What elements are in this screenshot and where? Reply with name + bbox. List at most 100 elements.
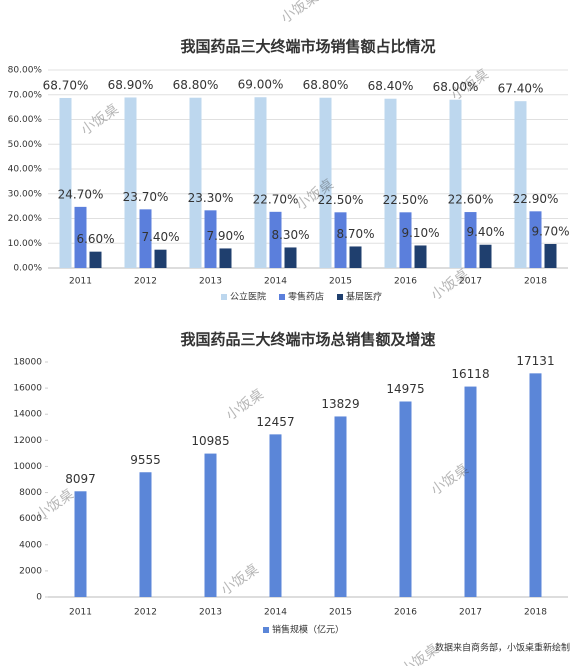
legend-label: 销售规模（亿元） — [272, 624, 344, 636]
x-tick-label: 2015 — [329, 277, 352, 287]
bar — [399, 212, 412, 268]
y-tick-label: 60.00% — [8, 115, 43, 125]
chart-title: 我国药品三大终端市场总销售额及增速 — [180, 331, 435, 349]
bar — [464, 386, 477, 597]
x-tick-label: 2016 — [394, 277, 417, 287]
data-label: 17131 — [516, 354, 554, 368]
watermark: 小饭桌 — [218, 561, 262, 598]
y-tick-label: 16000 — [13, 384, 42, 394]
y-tick-label: 10000 — [13, 462, 42, 472]
bar — [349, 246, 362, 268]
legend-swatch — [279, 294, 285, 300]
legend-swatch — [337, 294, 343, 300]
x-tick-label: 2013 — [199, 608, 222, 618]
y-tick-label: 0 — [36, 593, 42, 603]
x-tick-label: 2012 — [134, 277, 157, 287]
watermark: 小饭桌 — [448, 66, 492, 103]
legend-swatch — [263, 627, 269, 633]
data-label: 22.70% — [253, 192, 299, 206]
bar — [139, 209, 152, 268]
y-tick-label: 10.00% — [8, 239, 43, 249]
x-tick-label: 2014 — [264, 608, 287, 618]
y-tick-label: 18000 — [13, 358, 42, 368]
x-tick-label: 2017 — [459, 608, 482, 618]
data-label: 9555 — [130, 453, 161, 467]
data-label: 68.90% — [108, 78, 154, 92]
x-tick-label: 2014 — [264, 277, 287, 287]
bar — [529, 211, 542, 268]
data-label: 68.80% — [303, 78, 349, 92]
data-label: 68.70% — [43, 78, 89, 92]
data-label: 22.50% — [318, 193, 364, 207]
legend-label: 公立医院 — [230, 291, 266, 303]
legend-label: 零售药店 — [288, 291, 324, 303]
x-tick-label: 2017 — [459, 277, 482, 287]
y-tick-label: 8000 — [19, 488, 42, 498]
bar — [464, 212, 477, 268]
y-tick-label: 4000 — [19, 540, 42, 550]
data-label: 23.70% — [123, 190, 169, 204]
bar — [334, 212, 347, 268]
x-tick-label: 2018 — [524, 608, 547, 618]
data-label: 7.40% — [141, 230, 179, 244]
y-tick-label: 6000 — [19, 514, 42, 524]
y-tick-label: 20.00% — [8, 214, 43, 224]
bar — [74, 206, 87, 268]
bar — [334, 416, 347, 597]
y-tick-label: 80.00% — [8, 66, 43, 76]
data-label: 16118 — [451, 367, 489, 381]
data-label: 9.70% — [531, 224, 569, 238]
bar — [269, 211, 282, 268]
data-label: 69.00% — [238, 78, 284, 92]
bar — [254, 97, 267, 268]
data-label: 8097 — [65, 472, 96, 486]
y-tick-label: 40.00% — [8, 165, 43, 175]
data-label: 8.30% — [271, 228, 309, 242]
bar — [514, 101, 527, 268]
bar — [124, 97, 137, 268]
y-tick-label: 50.00% — [8, 140, 43, 150]
y-tick-label: 30.00% — [8, 189, 43, 199]
y-tick-label: 70.00% — [8, 90, 43, 100]
bar — [204, 453, 217, 597]
x-tick-label: 2011 — [69, 277, 92, 287]
x-tick-label: 2011 — [69, 608, 92, 618]
x-tick-label: 2016 — [394, 608, 417, 618]
bar — [154, 249, 167, 268]
bar — [189, 97, 202, 268]
x-tick-label: 2012 — [134, 608, 157, 618]
bar — [139, 472, 152, 597]
bar — [544, 243, 557, 268]
bar — [414, 245, 427, 268]
data-label: 68.40% — [368, 79, 414, 93]
legend-label: 基层医疗 — [346, 291, 382, 303]
data-label: 14975 — [386, 382, 424, 396]
bar — [89, 251, 102, 268]
bar — [219, 248, 232, 268]
source-note: 数据来自商务部，小饭桌重新绘制 — [435, 642, 570, 654]
y-tick-label: 2000 — [19, 566, 42, 576]
data-label: 23.30% — [188, 191, 234, 205]
bar — [529, 373, 542, 597]
bar — [449, 99, 462, 268]
data-label: 68.00% — [433, 80, 479, 94]
bar — [59, 97, 72, 268]
data-label: 9.40% — [466, 225, 504, 239]
data-label: 6.60% — [76, 232, 114, 246]
bar — [479, 244, 492, 268]
data-label: 68.80% — [173, 78, 219, 92]
data-label: 7.90% — [206, 229, 244, 243]
legend-swatch — [221, 294, 227, 300]
bar — [399, 401, 412, 597]
x-tick-label: 2018 — [524, 277, 547, 287]
data-label: 22.60% — [448, 193, 494, 207]
data-label: 13829 — [321, 397, 359, 411]
y-tick-label: 12000 — [13, 436, 42, 446]
x-tick-label: 2015 — [329, 608, 352, 618]
data-label: 8.70% — [336, 227, 374, 241]
bar — [384, 98, 397, 269]
y-tick-label: 14000 — [13, 410, 42, 420]
bar — [284, 247, 297, 268]
data-label: 9.10% — [401, 226, 439, 240]
